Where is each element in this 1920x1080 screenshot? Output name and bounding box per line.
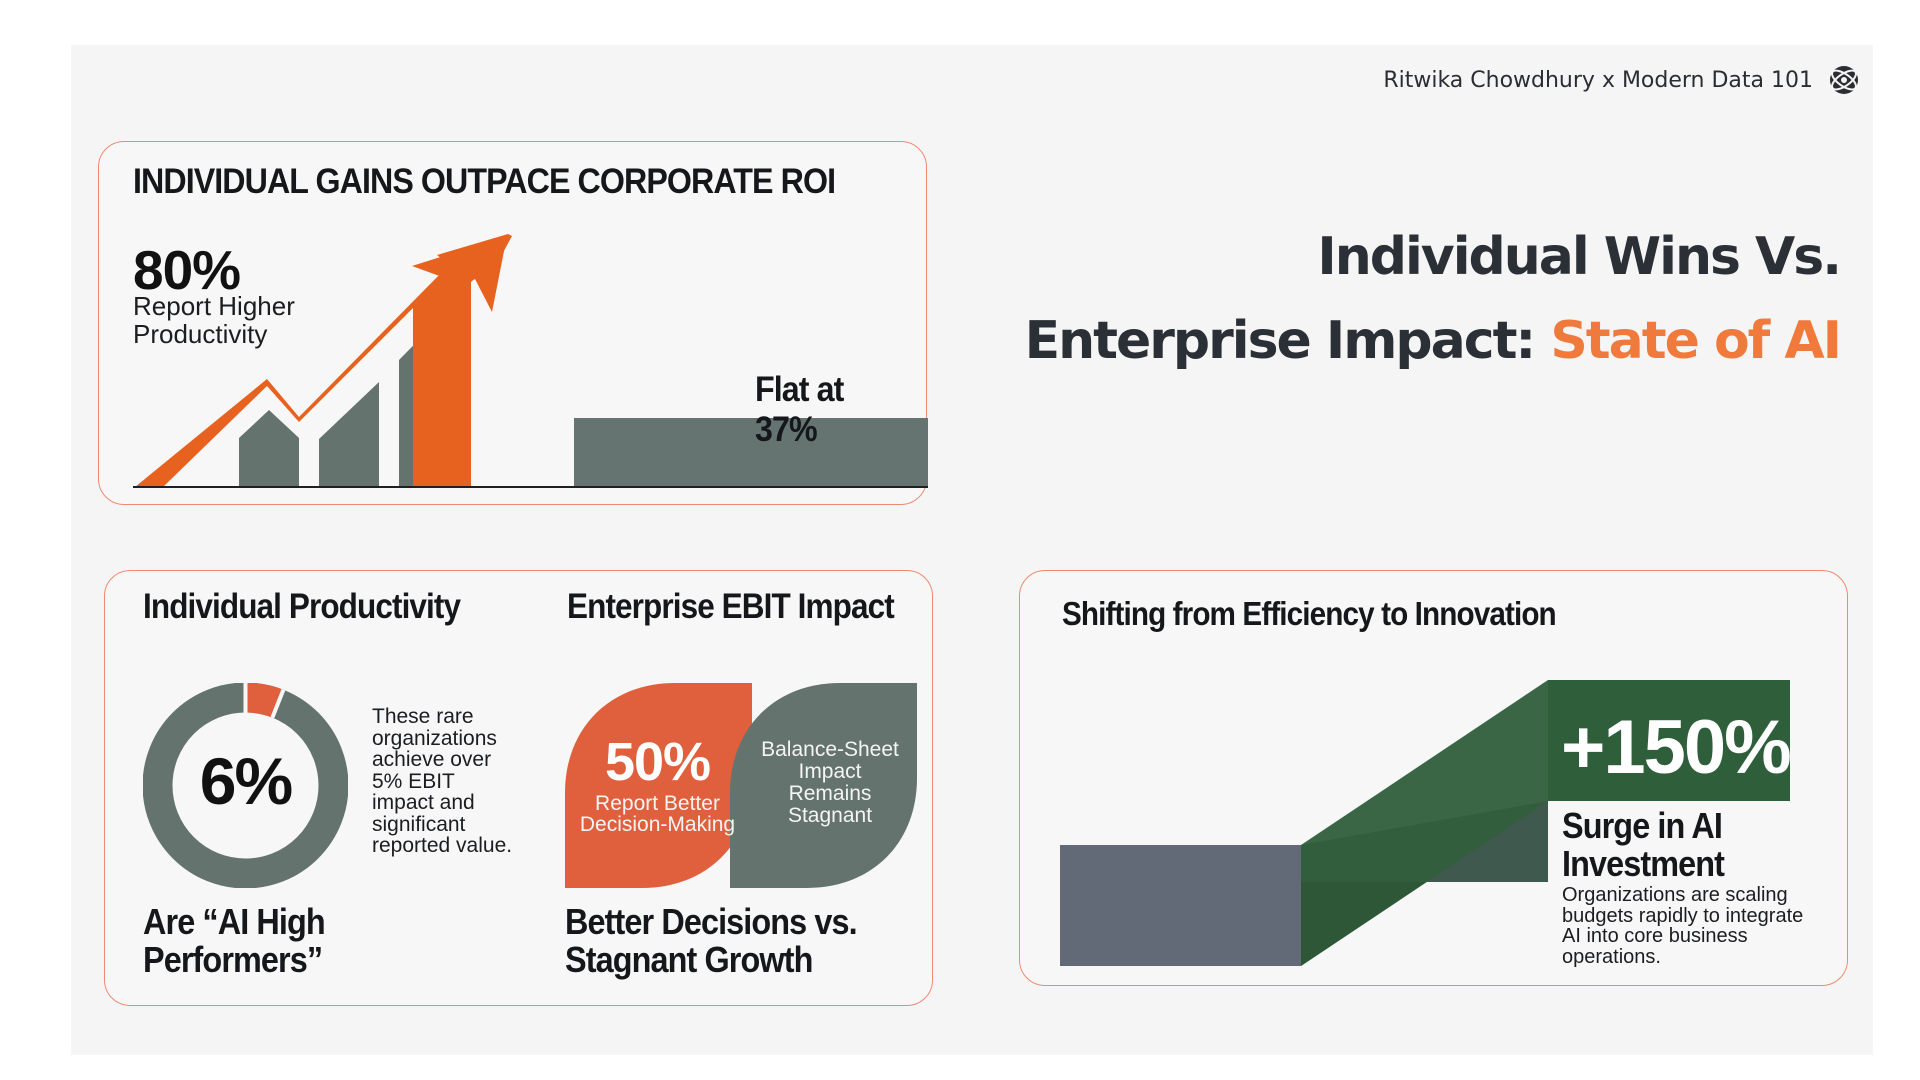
high-performers-label: Are “AI High Performers” (143, 901, 326, 980)
investment-chart (1060, 680, 1790, 966)
decision-label: Report Better Decision-Making (579, 792, 736, 836)
base-block (1060, 845, 1301, 966)
donut-highlight (244, 683, 284, 718)
decision-value: 50% (604, 732, 711, 792)
productivity-value: 80% (133, 239, 241, 301)
title-line-1: Individual Wins Vs. (1317, 227, 1842, 287)
leaf-orange (565, 683, 752, 888)
leaf-orange-text: 50% Report Better Decision-Making (575, 731, 740, 835)
page-title: Individual Wins Vs. Enterprise Impact: S… (1024, 215, 1842, 383)
productivity-label: Report Higher Productivity (133, 291, 295, 349)
compare-card: Individual Productivity Enterprise EBIT … (104, 570, 933, 1006)
green-ramp-front (1301, 801, 1548, 966)
investment-heading: Shifting from Efficiency to Innovation (1062, 595, 1557, 632)
credit-text: Ritwika Chowdhury x Modern Data 101 (1383, 67, 1813, 93)
donut-value: 6% (199, 744, 293, 818)
roi-heading: INDIVIDUAL GAINS OUTPACE CORPORATE ROI (133, 162, 836, 201)
bar-small-2 (319, 382, 379, 487)
roi-chart (133, 234, 928, 488)
credit: Ritwika Chowdhury x Modern Data 101 (1383, 63, 1861, 97)
individual-heading: Individual Productivity (143, 587, 461, 626)
growth-arrow (135, 234, 512, 487)
title-accent: State of AI (1550, 311, 1842, 371)
donut-gap-2 (270, 688, 286, 719)
donut-note: These rare organizations achieve over 5%… (372, 705, 513, 857)
title-line-2: Enterprise Impact: State of AI (1024, 299, 1842, 383)
green-block (1548, 680, 1790, 801)
balance-sheet-label: Balance-Sheet Impact Remains Stagnant (761, 738, 899, 827)
bar-small-1 (239, 410, 299, 487)
globe-logo-icon (1830, 66, 1858, 94)
investment-note: Organizations are scaling budgets rapidl… (1562, 884, 1804, 968)
roi-card: INDIVIDUAL GAINS OUTPACE CORPORATE ROI 8… (98, 141, 928, 505)
decisions-vs-growth-label: Better Decisions vs. Stagnant Growth (565, 901, 858, 980)
title-line-2-prefix: Enterprise Impact: (1024, 311, 1551, 371)
investment-value: +150% (1561, 705, 1792, 790)
investment-subheading: Surge in AI Investment (1562, 805, 1725, 884)
investment-card: Shifting from Efficiency to Innovation +… (1019, 570, 1848, 986)
ebit-heading: Enterprise EBIT Impact (567, 587, 895, 626)
flat-bar (574, 418, 928, 486)
slide: Ritwika Chowdhury x Modern Data 101 Indi… (71, 45, 1873, 1055)
donut-chart: 6% (143, 683, 348, 888)
flat-label: Flat at 37% (755, 370, 844, 449)
growth-arrow-head (412, 236, 507, 317)
leaf-gray (730, 683, 917, 888)
